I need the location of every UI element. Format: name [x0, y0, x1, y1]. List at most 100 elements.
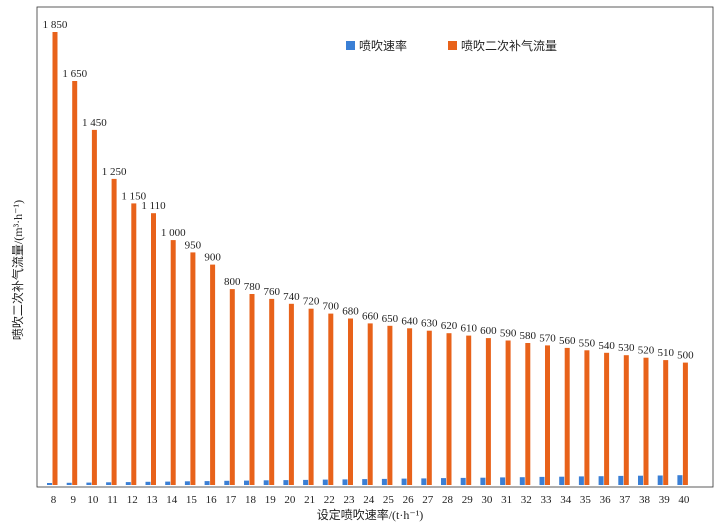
bar-injection-rate: [86, 482, 92, 485]
legend-swatch-injection-rate: [346, 41, 355, 50]
data-label-secondary-air-flow: 780: [244, 281, 261, 293]
bar-injection-rate: [106, 482, 112, 485]
bar-injection-rate: [401, 478, 407, 485]
bar-secondary-air-flow: [308, 308, 314, 485]
bar-injection-rate: [342, 479, 348, 485]
x-tick-label: 25: [383, 494, 395, 506]
bar-injection-rate: [519, 477, 525, 485]
x-tick-label: 18: [245, 494, 257, 506]
bar-secondary-air-flow: [249, 294, 255, 485]
data-label-secondary-air-flow: 700: [323, 301, 340, 313]
x-tick-label: 16: [206, 494, 218, 506]
x-tick-label: 26: [403, 494, 415, 506]
bar-secondary-air-flow: [387, 325, 393, 485]
data-label-secondary-air-flow: 680: [342, 306, 359, 318]
bar-injection-rate: [618, 475, 624, 485]
bar-secondary-air-flow: [348, 318, 353, 485]
data-label-secondary-air-flow: 580: [520, 330, 537, 342]
legend-label-injection-rate: 喷吹速率: [359, 38, 407, 53]
bar-injection-rate: [460, 477, 466, 485]
bar-injection-rate: [322, 479, 328, 485]
bar-secondary-air-flow: [623, 355, 629, 485]
bar-secondary-air-flow: [446, 333, 452, 485]
data-label-secondary-air-flow: 1 110: [141, 200, 166, 212]
data-label-secondary-air-flow: 610: [460, 323, 477, 335]
legend: 喷吹速率 喷吹二次补气流量: [346, 38, 557, 53]
bar-injection-rate: [480, 477, 486, 485]
data-label-secondary-air-flow: 1 150: [121, 190, 146, 202]
data-label-secondary-air-flow: 550: [579, 337, 596, 349]
x-tick-label: 22: [324, 494, 335, 506]
data-label-secondary-air-flow: 520: [638, 345, 655, 357]
bar-secondary-air-flow: [151, 213, 156, 485]
bar-injection-rate: [165, 481, 171, 485]
bar-secondary-air-flow: [367, 323, 373, 485]
data-label-secondary-air-flow: 510: [657, 347, 674, 359]
bar-secondary-air-flow: [426, 330, 432, 485]
x-tick-label: 34: [560, 494, 572, 506]
bar-secondary-air-flow: [682, 362, 688, 485]
bar-injection-rate: [362, 479, 368, 485]
x-tick-label: 10: [87, 494, 99, 506]
x-tick-label: 37: [619, 494, 631, 506]
bar-injection-rate: [539, 476, 545, 485]
bar-injection-rate: [657, 475, 663, 485]
bar-secondary-air-flow: [52, 32, 58, 485]
bar-injection-rate: [47, 483, 52, 485]
bar-secondary-air-flow: [525, 343, 531, 485]
x-tick-label: 12: [127, 494, 138, 506]
data-label-secondary-air-flow: 1 000: [161, 227, 186, 239]
data-label-secondary-air-flow: 1 450: [82, 117, 107, 129]
bar-secondary-air-flow: [407, 328, 413, 485]
bar-secondary-air-flow: [466, 335, 472, 485]
x-tick-label: 15: [186, 494, 198, 506]
bar-injection-rate: [224, 480, 230, 485]
x-tick-label: 29: [462, 494, 474, 506]
x-tick-label: 17: [225, 494, 237, 506]
bar-injection-rate: [303, 479, 309, 485]
x-tick-label: 27: [422, 494, 434, 506]
bar-injection-rate: [421, 478, 427, 485]
bar-injection-rate: [263, 480, 269, 485]
x-tick-label: 33: [541, 494, 553, 506]
data-label-secondary-air-flow: 600: [480, 325, 497, 337]
bar-injection-rate: [500, 477, 506, 485]
data-label-secondary-air-flow: 630: [421, 318, 438, 330]
x-tick-label: 40: [678, 494, 690, 506]
bar-secondary-air-flow: [111, 178, 117, 485]
bar-secondary-air-flow: [604, 352, 610, 485]
data-label-secondary-air-flow: 590: [500, 328, 517, 340]
bar-injection-rate: [66, 482, 72, 485]
data-label-secondary-air-flow: 760: [263, 286, 280, 298]
x-tick-label: 39: [659, 494, 671, 506]
bar-secondary-air-flow: [643, 357, 649, 485]
bar-injection-rate: [598, 476, 604, 485]
bar-injection-rate: [638, 475, 643, 485]
bar-injection-rate: [244, 480, 249, 485]
x-tick-label: 30: [481, 494, 493, 506]
data-label-secondary-air-flow: 660: [362, 310, 379, 322]
bar-secondary-air-flow: [485, 338, 491, 485]
bar-injection-rate: [184, 481, 190, 485]
bar-secondary-air-flow: [269, 298, 275, 485]
data-label-secondary-air-flow: 560: [559, 335, 576, 347]
data-label-secondary-air-flow: 540: [598, 340, 615, 352]
x-tick-label: 11: [107, 494, 118, 506]
bar-secondary-air-flow: [131, 203, 137, 485]
x-tick-label: 32: [521, 494, 532, 506]
y-axis-label: 喷吹二次补气流量/(m³·h⁻¹): [10, 200, 25, 340]
x-tick-label: 36: [600, 494, 612, 506]
x-tick-label: 24: [363, 494, 375, 506]
bar-injection-rate: [125, 482, 131, 485]
x-tick-label: 14: [166, 494, 178, 506]
data-label-secondary-air-flow: 740: [283, 291, 300, 303]
x-tick-label: 31: [501, 494, 512, 506]
bar-injection-rate: [283, 480, 289, 485]
data-label-secondary-air-flow: 650: [382, 313, 399, 325]
data-label-secondary-air-flow: 1 850: [43, 19, 68, 31]
data-label-secondary-air-flow: 620: [441, 320, 458, 332]
bar-secondary-air-flow: [288, 303, 294, 485]
